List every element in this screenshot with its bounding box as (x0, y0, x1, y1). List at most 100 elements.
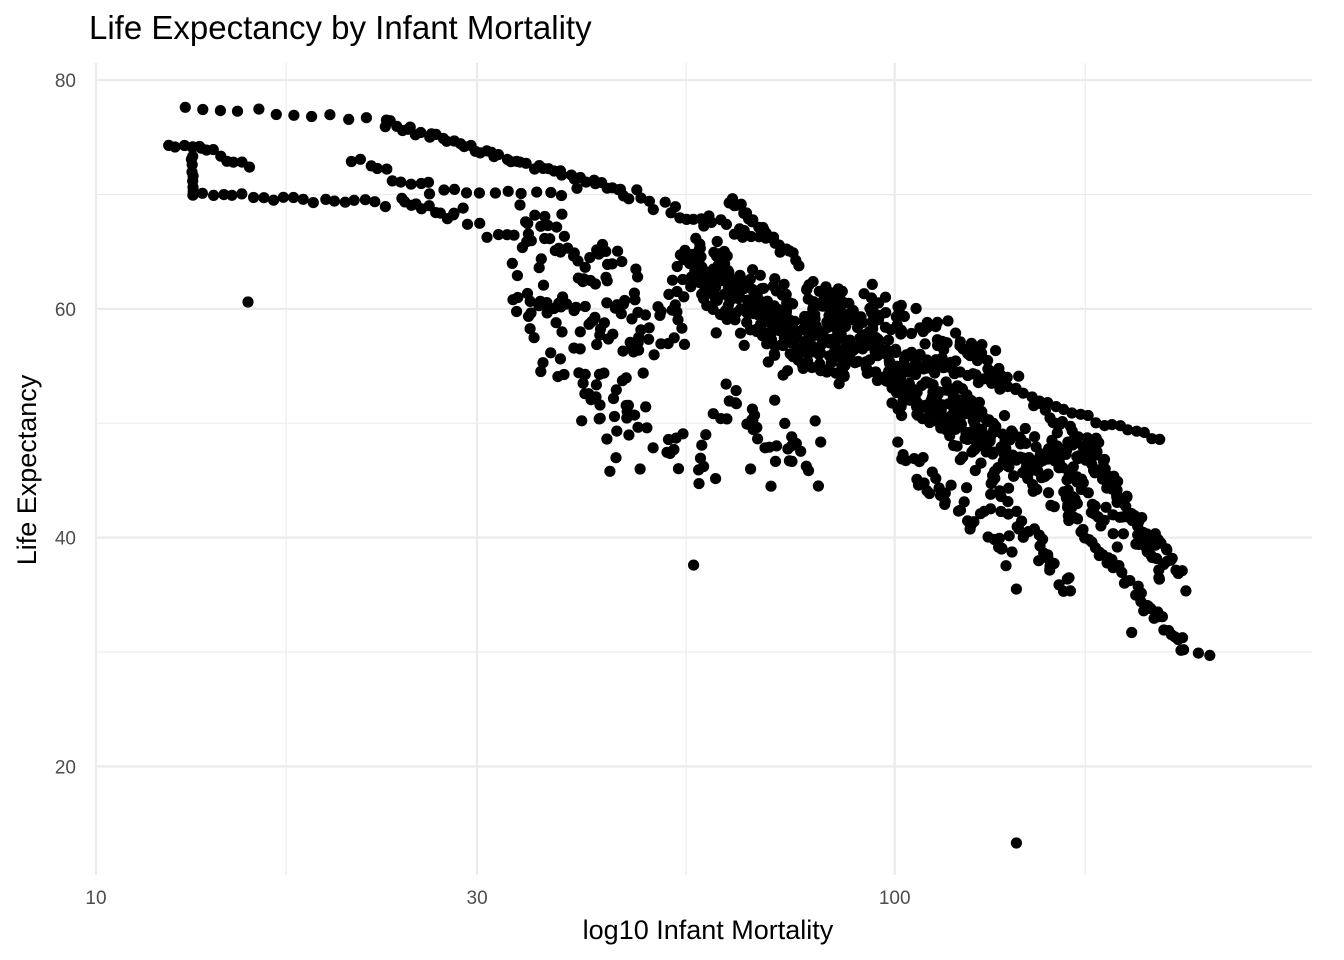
data-point (448, 207, 460, 219)
data-point (381, 163, 393, 175)
y-axis-title: Life Expectancy (12, 374, 42, 565)
data-point (982, 354, 994, 367)
data-point (277, 191, 289, 203)
data-point (248, 191, 260, 204)
data-point (898, 310, 911, 322)
data-point (371, 162, 383, 175)
data-point (1180, 585, 1192, 597)
data-point (783, 455, 796, 467)
data-point (769, 312, 781, 324)
data-point (537, 357, 549, 369)
data-point (1003, 482, 1015, 494)
data-point (1138, 605, 1150, 617)
data-point (1042, 487, 1055, 499)
data-point (422, 176, 435, 188)
data-point (579, 261, 591, 273)
data-point (1081, 432, 1093, 444)
data-point (710, 473, 722, 485)
data-point (672, 314, 684, 326)
data-point (848, 341, 860, 353)
data-point (890, 343, 902, 355)
data-point (990, 345, 1002, 357)
data-point (934, 489, 947, 501)
data-point (676, 322, 688, 334)
data-point (320, 193, 332, 205)
data-point (601, 275, 613, 287)
data-point (908, 453, 920, 465)
data-point (549, 245, 561, 257)
data-point (473, 187, 485, 199)
data-point (556, 326, 568, 338)
data-point (788, 347, 800, 359)
data-point (1029, 431, 1041, 443)
data-point (747, 264, 759, 276)
data-point (643, 195, 656, 207)
data-point (615, 308, 627, 320)
data-point (1027, 479, 1039, 491)
data-point (768, 348, 781, 360)
data-point (849, 356, 861, 369)
data-point (668, 443, 680, 456)
data-point (1000, 560, 1012, 572)
data-point (568, 342, 580, 354)
data-point (795, 445, 807, 457)
x-axis-title: log10 Infant Mortality (583, 915, 834, 945)
data-point (1106, 419, 1118, 431)
data-point (698, 460, 710, 473)
data-point (985, 503, 997, 515)
data-point (735, 198, 747, 210)
data-point (737, 231, 749, 243)
data-point (1002, 496, 1014, 508)
data-point (1019, 422, 1031, 435)
data-point (659, 196, 671, 208)
data-point (520, 157, 532, 169)
data-point (870, 366, 882, 378)
data-point (1056, 416, 1068, 428)
data-point (978, 412, 990, 424)
data-point (1138, 426, 1150, 439)
data-point (975, 457, 987, 469)
data-point (923, 377, 935, 389)
data-point (514, 199, 526, 211)
data-point (746, 403, 759, 415)
data-point (771, 440, 783, 452)
data-point (1090, 417, 1102, 429)
data-point (208, 189, 220, 201)
data-point (768, 300, 780, 312)
data-point (179, 101, 191, 113)
data-point (648, 349, 660, 361)
data-point (1204, 649, 1216, 662)
data-point (685, 281, 697, 293)
data-point (1064, 585, 1076, 597)
data-point (747, 214, 759, 226)
data-point (620, 372, 632, 384)
data-point (769, 455, 782, 467)
data-point (997, 455, 1009, 467)
data-point (1022, 453, 1034, 465)
data-point (369, 196, 381, 208)
data-point (700, 429, 712, 441)
data-point (738, 339, 750, 351)
data-point (952, 410, 964, 422)
data-point (998, 410, 1011, 422)
data-point (741, 294, 753, 306)
data-point (781, 365, 794, 377)
data-point (981, 431, 993, 443)
data-point (1098, 514, 1110, 526)
data-point (769, 273, 781, 285)
data-point (945, 479, 957, 491)
data-point (778, 278, 790, 290)
data-point (227, 156, 239, 168)
data-point (1051, 427, 1063, 439)
data-point (921, 354, 933, 366)
data-point (594, 329, 606, 341)
data-point (510, 305, 523, 318)
data-point (1071, 513, 1084, 525)
data-point (218, 189, 230, 201)
data-point (940, 384, 953, 396)
data-point (732, 292, 744, 304)
data-point (236, 188, 248, 200)
data-point (506, 257, 518, 269)
data-point (694, 243, 706, 255)
data-point (730, 385, 742, 397)
